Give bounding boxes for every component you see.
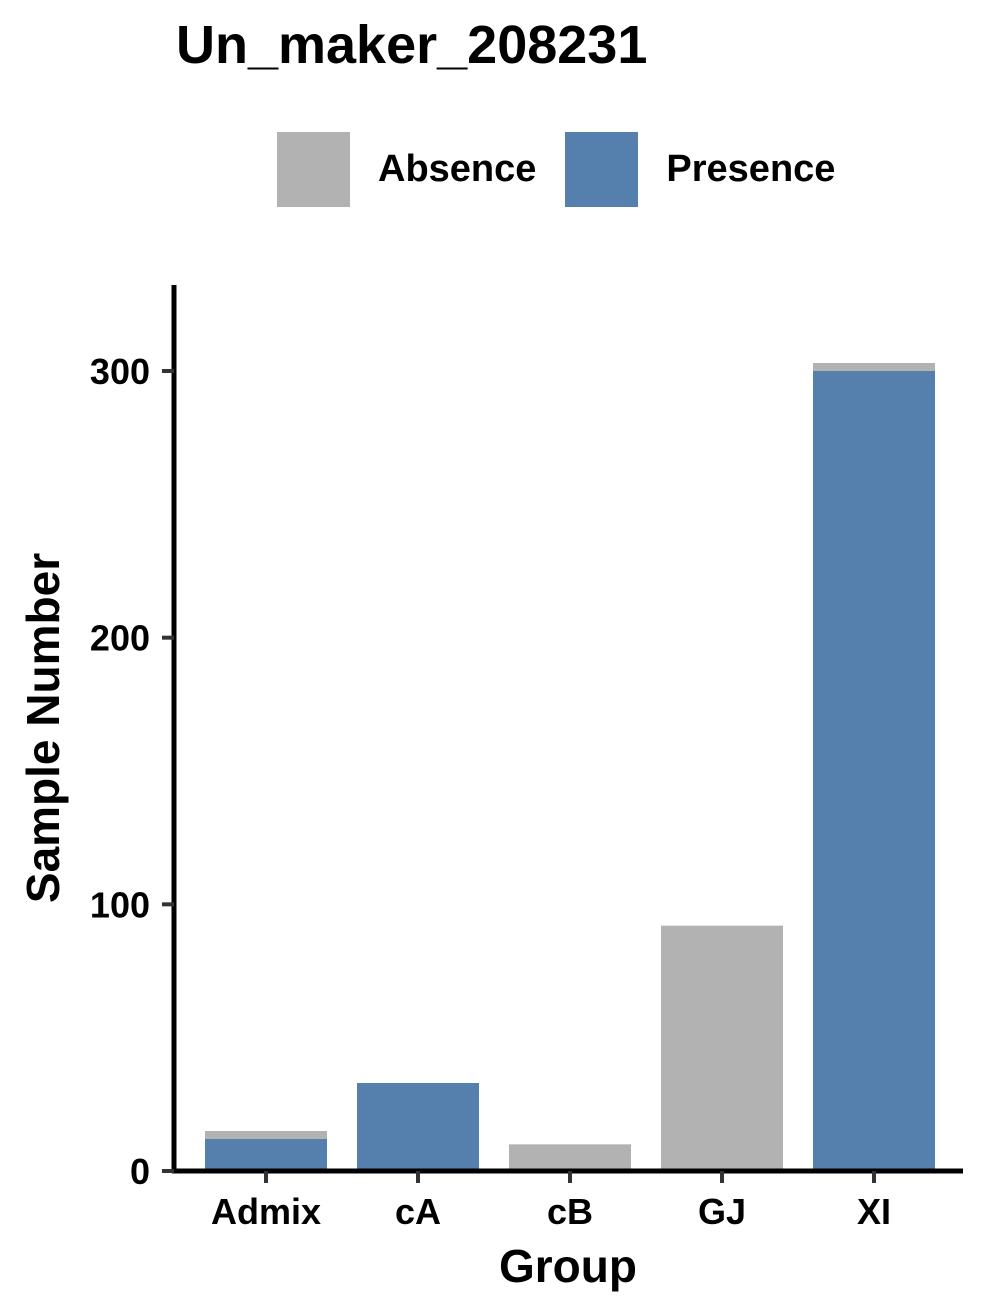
- x-axis-title: Group: [499, 1240, 637, 1292]
- legend-item-presence: Presence: [565, 131, 836, 207]
- y-tick-label-300: 300: [90, 351, 150, 392]
- y-ticks-group: 0 100 200 300: [90, 351, 174, 1192]
- legend-label-presence: Presence: [666, 147, 836, 190]
- legend: Absence Presence: [277, 131, 864, 207]
- x-tick-label-admix: Admix: [211, 1191, 321, 1232]
- y-tick-label-200: 200: [90, 618, 150, 659]
- bars-group: [205, 363, 935, 1171]
- y-axis-title: Sample Number: [17, 553, 69, 903]
- bar-absence-admix: [205, 1131, 327, 1139]
- legend-item-absence: Absence: [277, 131, 537, 207]
- x-tick-label-gj: GJ: [698, 1191, 746, 1232]
- x-tick-label-ca: cA: [395, 1191, 441, 1232]
- bar-absence-xi: [813, 363, 935, 371]
- bar-presence-xi: [813, 371, 935, 1171]
- bar-presence-admix: [205, 1139, 327, 1171]
- legend-swatch-presence: [565, 131, 639, 207]
- x-tick-label-xi: XI: [857, 1191, 891, 1232]
- x-tick-label-cb: cB: [547, 1191, 593, 1232]
- y-tick-label-0: 0: [130, 1151, 150, 1192]
- legend-label-absence: Absence: [378, 147, 537, 190]
- x-ticks-group: Admix cA cB GJ XI: [211, 1171, 891, 1232]
- bar-absence-cb: [509, 1144, 631, 1171]
- legend-swatch-absence: [277, 131, 350, 207]
- y-tick-label-100: 100: [90, 884, 150, 925]
- bar-presence-gj: [661, 925, 783, 1171]
- bar-presence-ca: [357, 1083, 479, 1171]
- chart-title: Un_maker_208231: [176, 15, 648, 75]
